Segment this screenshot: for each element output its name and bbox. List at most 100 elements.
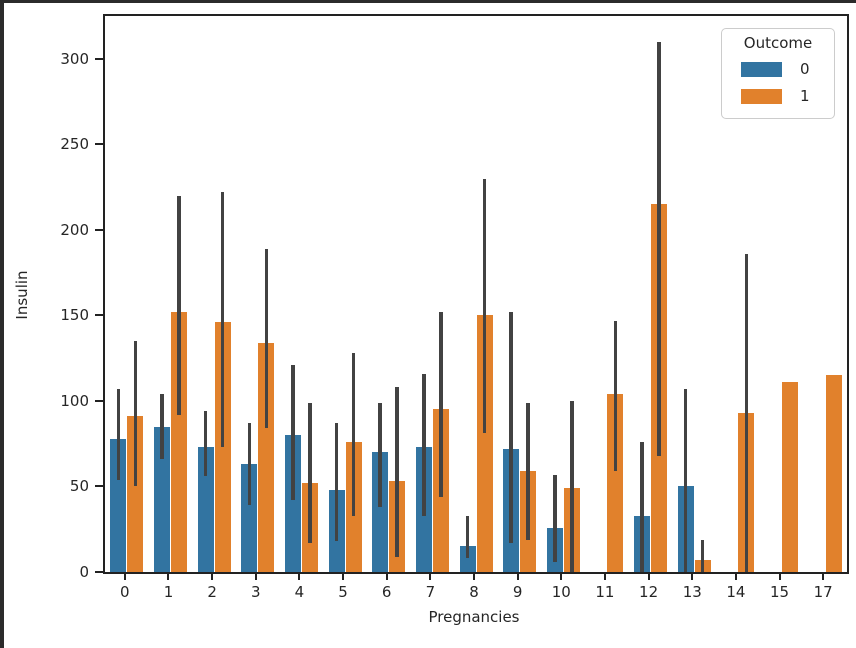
bar-outcome-1-preg-8 [476,315,493,572]
error-bar-outcome-1-preg-13 [700,539,705,572]
error-bar-outcome-1-preg-1 [177,195,181,415]
x-tick-label-15: 15 [769,583,790,601]
x-tick-label-13: 13 [682,583,702,601]
error-bar-outcome-0-preg-10 [553,474,557,562]
bar-outcome-1-preg-17 [825,375,842,572]
x-tick-label-17: 17 [813,583,833,601]
error-bar-outcome-0-preg-6 [378,402,382,507]
legend: Outcome 0 1 [721,28,835,119]
y-tick-label-200: 200 [60,220,89,239]
x-tick-mark-0 [123,572,126,580]
error-bar-outcome-0-preg-13 [683,388,688,572]
bar-outcome-0-preg-2 [197,447,214,572]
legend-label-outcome-1: 1 [800,87,810,105]
legend-entry-outcome-1: 1 [722,83,834,110]
y-tick-label-300: 300 [60,49,89,68]
bar-outcome-1-preg-15 [782,382,799,572]
x-tick-mark-11 [603,572,606,580]
x-tick-mark-14 [734,572,737,580]
legend-title: Outcome [743,34,813,52]
x-tick-mark-4 [298,572,301,580]
x-tick-label-8: 8 [469,583,479,601]
bar-outcome-0-preg-1 [153,426,170,572]
error-bar-outcome-1-preg-5 [351,353,356,516]
y-tick-label-100: 100 [60,391,89,410]
error-bar-outcome-1-preg-4 [308,402,312,543]
error-bar-outcome-0-preg-5 [334,423,339,542]
y-tick-mark-100 [95,399,103,402]
x-tick-label-3: 3 [250,583,261,601]
error-bar-outcome-0-preg-0 [116,388,121,480]
x-tick-mark-12 [647,572,650,580]
legend-swatch-outcome-1-icon [741,89,782,104]
x-tick-mark-7 [429,572,432,580]
y-tick-mark-250 [95,143,103,146]
bar-outcome-0-preg-6 [372,452,389,572]
bar-outcome-1-preg-0 [127,416,144,572]
x-tick-mark-6 [385,572,388,580]
error-bar-outcome-0-preg-9 [509,311,513,543]
y-tick-mark-0 [95,571,103,573]
x-tick-label-9: 9 [512,583,523,601]
x-tick-mark-9 [516,572,519,580]
x-tick-label-14: 14 [726,583,746,601]
error-bar-outcome-0-preg-12 [640,441,644,572]
x-tick-mark-2 [211,572,214,580]
x-tick-label-7: 7 [425,583,436,601]
y-tick-label-0: 0 [79,563,89,581]
y-tick-mark-150 [95,314,103,317]
error-bar-outcome-0-preg-2 [203,411,208,477]
x-tick-label-12: 12 [639,583,659,601]
legend-label-outcome-0: 0 [800,60,810,78]
error-bar-outcome-1-preg-7 [439,311,443,497]
bar-outcome-0-preg-0 [110,438,127,572]
y-tick-label-250: 250 [60,135,89,154]
error-bar-outcome-0-preg-8 [465,515,470,559]
x-tick-mark-10 [560,572,563,580]
legend-entry-outcome-0: 0 [722,56,834,83]
error-bar-outcome-0-preg-3 [247,423,251,506]
x-tick-mark-13 [691,572,694,580]
y-tick-mark-200 [95,228,103,231]
x-tick-label-6: 6 [381,583,392,601]
x-tick-label-1: 1 [163,583,174,601]
bar-outcome-1-preg-11 [607,394,624,572]
error-bar-outcome-1-preg-8 [482,178,487,434]
y-tick-label-150: 150 [60,306,89,325]
bar-outcome-0-preg-8 [459,546,476,572]
error-bar-outcome-1-preg-6 [395,387,399,557]
error-bar-outcome-1-preg-2 [220,192,225,448]
x-tick-mark-3 [254,572,257,580]
y-axis-label: Insulin [13,270,31,320]
x-tick-label-4: 4 [294,583,305,601]
error-bar-outcome-0-preg-7 [422,373,426,516]
x-tick-mark-1 [167,572,170,580]
x-tick-mark-5 [342,572,345,580]
y-tick-label-50: 50 [69,477,89,496]
x-tick-mark-8 [473,572,475,580]
error-bar-outcome-1-preg-11 [613,320,618,472]
y-tick-mark-300 [95,57,103,60]
error-bar-outcome-1-preg-9 [526,402,530,540]
x-axis-label: Pregnancies [428,608,520,626]
x-tick-label-0: 0 [120,583,130,601]
x-tick-label-11: 11 [595,583,615,601]
error-bar-outcome-1-preg-14 [744,253,749,572]
error-bar-outcome-1-preg-12 [657,41,661,456]
x-tick-mark-15 [778,572,781,580]
plot-canvas [105,16,847,572]
error-bar-outcome-1-preg-10 [570,400,574,572]
y-tick-mark-50 [95,485,103,488]
error-bar-outcome-0-preg-4 [291,365,295,501]
error-bar-outcome-1-preg-3 [264,248,268,429]
x-tick-label-2: 2 [207,583,217,601]
x-tick-label-5: 5 [338,583,348,601]
x-tick-label-10: 10 [551,583,571,601]
error-bar-outcome-1-preg-0 [133,341,138,487]
legend-swatch-outcome-0-icon [741,62,782,77]
bar-outcome-1-preg-3 [258,342,275,572]
error-bar-outcome-0-preg-1 [160,394,164,460]
window-border-left [0,0,4,648]
bar-outcome-0-preg-4 [284,435,301,572]
